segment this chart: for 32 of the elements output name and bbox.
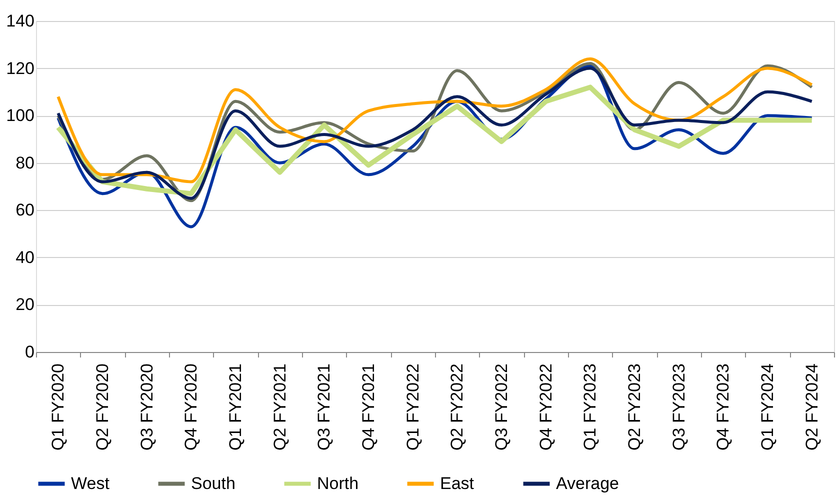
x-tick-label: Q4 FY2021 [359,364,378,450]
legend-label: North [317,474,359,493]
legend-label: West [71,474,110,493]
x-tick-label: Q1 FY2022 [403,364,422,450]
y-tick-label: 40 [16,248,34,267]
y-tick-label: 20 [16,295,34,314]
x-tick-label: Q3 FY2022 [492,364,511,450]
x-tick-label: Q4 FY2022 [536,364,556,450]
y-tick-label: 80 [16,153,34,172]
x-tick-label: Q2 FY2024 [802,364,822,450]
y-tick-label: 60 [16,200,34,220]
x-tick-label: Q1 FY2020 [48,364,68,450]
line-series [56,57,814,184]
x-tick-label: Q2 FY2022 [448,364,467,450]
x-tick-label: Q4 FY2023 [714,364,733,450]
x-tick-label: Q4 FY2020 [182,364,201,450]
legend-label: South [191,474,236,493]
x-tick-label: Q3 FY2021 [314,364,334,450]
legend-label: East [440,474,474,493]
y-tick-label: 0 [25,342,34,362]
x-tick-label: Q2 FY2021 [270,364,290,450]
legend-label: Average [556,474,620,493]
x-tick-label: Q1 FY2024 [758,364,777,450]
x-tick-label: Q1 FY2023 [580,364,600,450]
x-tick-label: Q2 FY2023 [625,364,644,450]
y-tick-label: 140 [6,12,34,30]
x-tick-label: Q3 FY2020 [137,364,156,450]
x-tick-label: Q2 FY2020 [93,364,112,450]
x-tick-label: Q3 FY2023 [669,364,688,450]
x-tick-label: Q1 FY2021 [226,364,245,450]
y-tick-label: 100 [6,106,34,126]
y-tick-label: 120 [6,58,34,78]
